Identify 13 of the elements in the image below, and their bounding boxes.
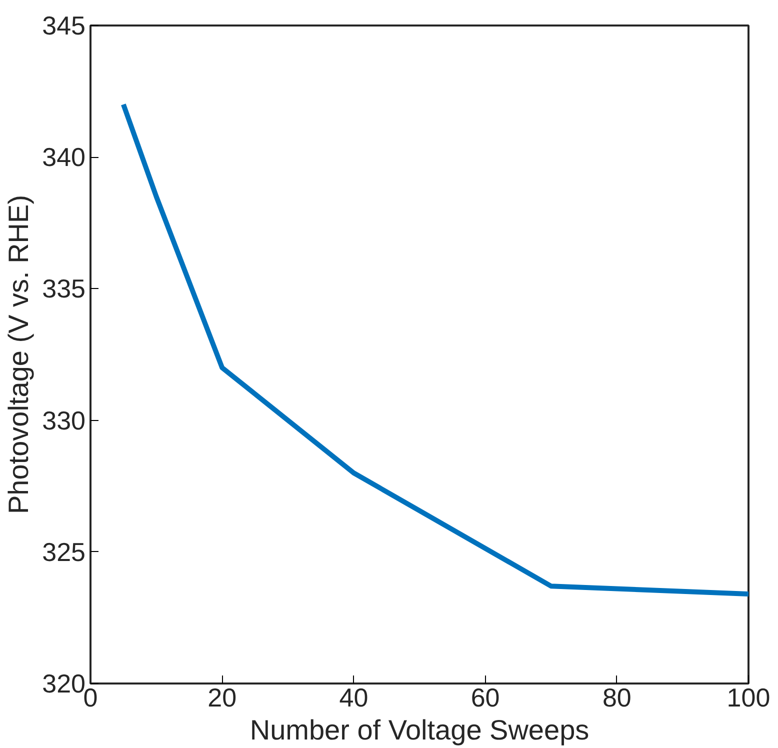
- y-tick-label: 335: [42, 274, 86, 304]
- y-tick-label: 345: [42, 10, 86, 40]
- x-tick-label: 40: [339, 682, 368, 712]
- y-axis-title: Photovoltage (V vs. RHE): [3, 194, 34, 514]
- y-tick-label: 330: [42, 405, 86, 436]
- y-tick-label: 325: [42, 536, 86, 567]
- x-tick-label: 80: [602, 682, 632, 712]
- x-tick-label: 60: [470, 682, 500, 712]
- x-tick-label: 0: [83, 682, 98, 712]
- x-tick-label: 20: [208, 682, 237, 712]
- y-tick-label: 340: [42, 142, 86, 172]
- x-tick-label: 100: [726, 682, 770, 712]
- x-axis-title: Number of Voltage Sweeps: [250, 714, 590, 746]
